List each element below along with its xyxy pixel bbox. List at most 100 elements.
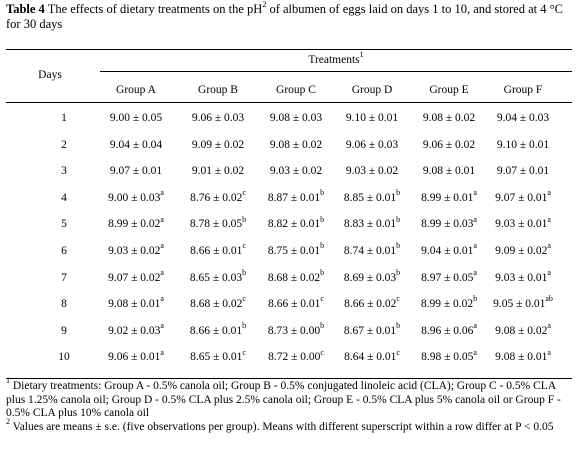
value-cell: 8.98 ± 0.05a [408, 348, 490, 363]
value-cell: 9.04 ± 0.03 [482, 112, 564, 124]
mean-se-value: 8.96 ± 0.06 [421, 324, 474, 337]
table-row: 5 8.99 ± 0.02a 8.78 ± 0.05b 8.82 ± 0.01b 8.8… [6, 214, 572, 242]
mean-se-value: 8.68 ± 0.02 [190, 298, 243, 311]
group-header-b: Group B [198, 84, 238, 96]
value-cell: 8.83 ± 0.01b [331, 214, 413, 230]
value-cell: 9.08 ± 0.02a [482, 321, 564, 336]
mean-se-value: 9.08 ± 0.02 [422, 112, 476, 124]
significance-letter: c [242, 294, 246, 304]
caption-text-2: of albumen of eggs laid on days 1 to 10,… [6, 2, 563, 31]
table-row: 9 9.02 ± 0.03a 8.66 ± 0.01b 8.73 ± 0.00b 8.6… [6, 321, 572, 349]
mean-se-value: 8.66 ± 0.01 [268, 298, 321, 311]
mean-se-value: 9.04 ± 0.01 [421, 245, 474, 257]
significance-letter: a [473, 187, 477, 197]
mean-se-value: 9.06 ± 0.01 [108, 351, 161, 364]
value-cell: 8.97 ± 0.05a [408, 268, 490, 284]
significance-letter: a [160, 214, 164, 224]
footnote-1-sup: 1 [6, 376, 10, 386]
mean-se-value: 8.65 ± 0.01 [190, 351, 243, 364]
significance-letter: a [160, 320, 164, 330]
mean-se-value: 8.99 ± 0.02 [420, 298, 474, 311]
mean-se-value: 9.00 ± 0.03 [108, 191, 161, 204]
value-cell: 9.07 ± 0.01a [482, 188, 564, 204]
mean-se-value: 9.08 ± 0.01 [108, 298, 161, 311]
mean-se-value: 9.02 ± 0.03 [108, 324, 161, 337]
mean-se-value: 9.10 ± 0.01 [496, 138, 550, 151]
significance-letter: b [396, 241, 401, 251]
value-cell: 9.07 ± 0.01 [482, 165, 564, 177]
footnote-2-text: Values are means ± s.e. (five observatio… [10, 420, 554, 433]
value-cell: 9.04 ± 0.01a [408, 242, 490, 257]
value-cell: 9.06 ± 0.03 [331, 139, 413, 151]
mean-se-value: 8.65 ± 0.03 [189, 271, 243, 284]
day-cell: 1 [61, 112, 67, 124]
mean-se-value: 8.66 ± 0.01 [190, 245, 243, 257]
mean-se-value: 8.76 ± 0.02 [190, 191, 243, 204]
mean-se-value: 8.68 ± 0.02 [267, 271, 321, 284]
value-cell: 9.06 ± 0.03 [177, 112, 259, 124]
table-row: 6 9.03 ± 0.02a 8.66 ± 0.01c 8.75 ± 0.01b 8.7… [6, 242, 572, 269]
significance-letter: a [160, 267, 164, 277]
group-header-a: Group A [116, 84, 156, 96]
mean-se-value: 8.82 ± 0.01 [267, 218, 321, 231]
mean-se-value: 9.08 ± 0.03 [269, 112, 323, 124]
value-cell: 8.85 ± 0.01b [331, 188, 413, 204]
mean-se-value: 8.74 ± 0.01 [343, 245, 397, 257]
table-row: 7 9.07 ± 0.02a 8.65 ± 0.03b 8.68 ± 0.02b 8.6… [6, 268, 572, 296]
mean-se-value: 9.06 ± 0.03 [345, 138, 399, 151]
significance-letter: a [160, 347, 164, 357]
mean-se-value: 9.00 ± 0.05 [109, 112, 163, 124]
mean-se-value: 9.08 ± 0.01 [495, 351, 548, 364]
table-label: Table 4 [6, 2, 45, 16]
value-cell: 9.06 ± 0.01a [95, 347, 177, 364]
mean-se-value: 8.99 ± 0.01 [421, 191, 474, 204]
significance-letter: a [547, 187, 551, 197]
mean-se-value: 9.07 ± 0.01 [495, 191, 548, 204]
mean-se-value: 8.85 ± 0.01 [343, 191, 397, 204]
header-rule [6, 102, 572, 103]
mean-se-value: 8.97 ± 0.05 [421, 271, 474, 284]
value-cell: 8.67 ± 0.01b [331, 321, 413, 336]
mean-se-value: 8.66 ± 0.02 [344, 298, 397, 311]
significance-letter: a [473, 241, 477, 251]
significance-letter: b [396, 187, 401, 197]
value-cell: 8.66 ± 0.01b [177, 321, 259, 336]
value-cell: 9.01 ± 0.02 [177, 165, 259, 177]
table-caption: Table 4 The effects of dietary treatment… [6, 0, 578, 32]
footnote-1: 1 Dietary treatments: Group A - 0.5% can… [6, 377, 576, 421]
significance-letter: c [320, 294, 324, 304]
significance-letter: b [320, 241, 325, 251]
value-cell: 9.04 ± 0.04 [95, 139, 177, 151]
significance-letter: b [396, 214, 401, 224]
footnotes: 1 Dietary treatments: Group A - 0.5% can… [6, 377, 576, 434]
significance-letter: c [320, 347, 324, 357]
group-header-c: Group C [276, 84, 316, 96]
treatments-header: Treatments1 [100, 51, 572, 66]
table-bottom-rule [6, 378, 572, 379]
significance-letter: b [473, 294, 478, 304]
value-cell: 9.03 ± 0.02 [331, 165, 413, 177]
significance-letter: a [547, 241, 551, 251]
mean-se-value: 9.06 ± 0.03 [191, 112, 245, 124]
day-cell: 7 [61, 271, 67, 284]
treatments-sup: 1 [359, 50, 364, 60]
value-cell: 8.66 ± 0.01c [255, 295, 337, 311]
value-cell: 8.65 ± 0.01c [177, 348, 259, 364]
mean-se-value: 9.05 ± 0.01 [493, 298, 546, 311]
mean-se-value: 8.99 ± 0.03 [421, 218, 474, 231]
value-cell: 9.09 ± 0.02a [482, 242, 564, 257]
table-row: 1 9.00 ± 0.05 9.06 ± 0.03 9.08 ± 0.03 9.10 ±… [6, 112, 572, 136]
table-row: 8 9.08 ± 0.01a 8.68 ± 0.02c 8.66 ± 0.01c 8.6… [6, 295, 572, 322]
mean-se-value: 8.87 ± 0.01 [267, 191, 321, 204]
significance-letter: c [396, 347, 400, 357]
mean-se-value: 9.09 ± 0.02 [191, 138, 245, 151]
day-cell: 10 [58, 351, 70, 364]
mean-se-value: 8.78 ± 0.05 [189, 218, 243, 231]
day-cell: 4 [61, 191, 67, 204]
value-cell: 9.07 ± 0.01 [95, 165, 177, 177]
mean-se-value: 9.03 ± 0.01 [495, 271, 548, 284]
significance-letter: b [320, 214, 325, 224]
value-cell: 9.02 ± 0.03a [95, 321, 177, 337]
significance-letter: a [160, 187, 164, 197]
day-cell: 5 [61, 218, 67, 231]
